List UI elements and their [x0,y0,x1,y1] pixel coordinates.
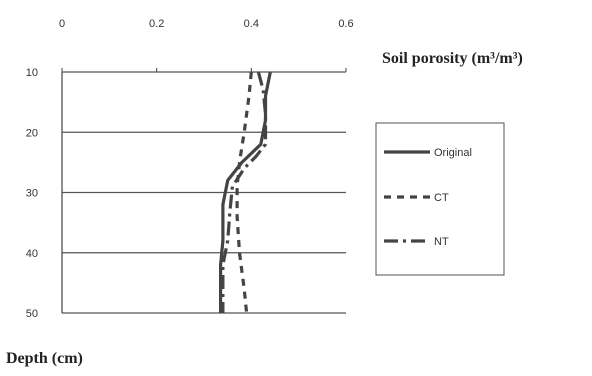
y-tick-label-50: 50 [26,308,38,320]
series-layer [219,71,272,314]
x-axis-title: Soil porosity (m³/m³) [382,50,523,67]
legend-label-nt: NT [434,236,449,248]
legend: Original CT NT [375,122,505,276]
y-tick-label-40: 40 [26,248,38,260]
x-tick-label-0.4: 0.4 [244,18,259,30]
legend-label-ct: CT [434,192,449,204]
x-tick-label-0.6: 0.6 [338,18,353,30]
y-tick-label-10: 10 [26,67,38,79]
legend-label-original: Original [434,147,472,159]
legend-box [375,122,505,276]
y-tick-label-30: 30 [26,188,38,200]
grid-layer [62,71,346,314]
x-tick-label-0.2: 0.2 [149,18,164,30]
legend-items: Original CT NT [384,147,472,248]
axis-layer: 0 0.2 0.4 0.6 10 20 30 40 50 [26,18,354,320]
x-tick-label-0: 0 [59,18,65,30]
series-line-nt [221,71,268,313]
series-line-ct [235,71,253,314]
y-axis-title: Depth (cm) [6,350,83,367]
y-tick-label-20: 20 [26,127,38,139]
